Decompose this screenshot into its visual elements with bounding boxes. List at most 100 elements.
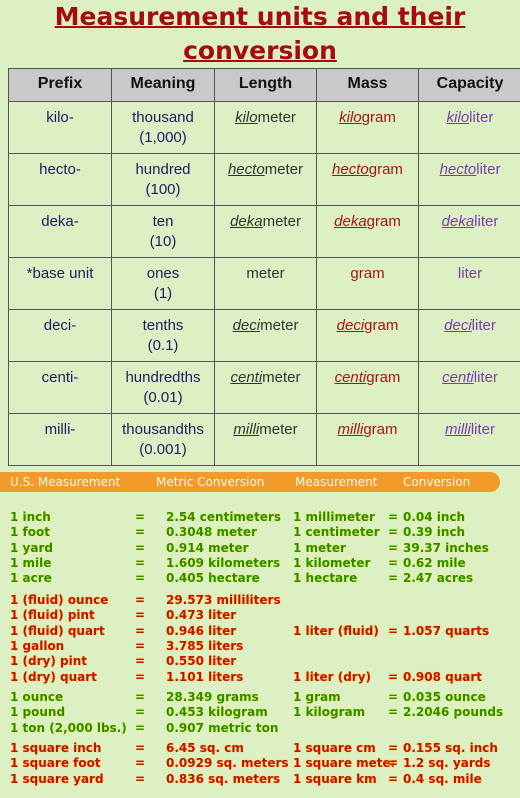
- header-cell: Capacity: [418, 68, 520, 102]
- unit-root: liter: [474, 213, 499, 230]
- conversion-text: =: [135, 705, 146, 720]
- table-cell: dekaliter: [418, 205, 520, 258]
- table-cell: hundred (100): [111, 153, 215, 206]
- table-cell: centi-: [8, 361, 112, 414]
- conversion-text: 0.3048 meter: [166, 525, 257, 540]
- unit-prefix: deka: [230, 213, 263, 230]
- header-cell: Mass: [316, 68, 419, 102]
- cell-line: (1): [153, 285, 173, 302]
- conversion-text: =: [388, 510, 399, 524]
- cell-line: (1,000): [139, 129, 187, 146]
- unit-root: gram: [361, 109, 396, 126]
- conversion-text: =: [388, 555, 399, 570]
- table-cell: kilogram: [316, 101, 419, 154]
- table-cell: centigram: [316, 361, 419, 414]
- conversion-text: 1 hectare: [293, 571, 358, 586]
- conversion-text: =: [135, 771, 146, 786]
- unit-prefix: kilo: [446, 109, 470, 126]
- conversion-text: =: [135, 593, 146, 607]
- unit-root: meter: [257, 109, 296, 126]
- conversion-text: 1.2 sq. yards: [403, 756, 491, 771]
- unit-root: gram: [363, 421, 398, 438]
- table-cell: hecto-: [8, 153, 112, 206]
- unit-prefix: deci: [232, 317, 261, 334]
- cell-text: deci-: [43, 317, 77, 334]
- conversion-text: 1 centimeter: [293, 525, 380, 540]
- conversion-text: =: [135, 525, 146, 540]
- cell-text: centi-: [41, 369, 79, 386]
- unit-prefix: deka: [334, 213, 367, 230]
- conversion-text: =: [135, 638, 146, 653]
- conversion-text: 0.0929 sq. meters: [166, 756, 289, 771]
- table-cell: centimeter: [214, 361, 317, 414]
- conversion-header: Metric Conversion: [156, 475, 265, 489]
- conversion-text: 2.47 acres: [403, 571, 474, 586]
- cell-line: (10): [149, 233, 177, 250]
- conversion-header: Measurement: [295, 475, 378, 489]
- table-cell: milli-: [8, 413, 112, 466]
- conversion-text: =: [135, 756, 146, 771]
- conversion-text: =: [388, 540, 399, 555]
- conversion-text: =: [135, 623, 146, 638]
- conversion-text: =: [135, 540, 146, 555]
- conversion-text: 1 meter: [293, 540, 346, 555]
- unit-prefix: hecto: [227, 161, 265, 178]
- conversion-text: =: [388, 571, 399, 586]
- table-cell: meter: [214, 257, 317, 310]
- conversion-text: 1 square foot: [10, 756, 101, 771]
- header-cell: Meaning: [111, 68, 215, 102]
- cell-line: hundredths: [125, 369, 201, 386]
- cell-line: thousandths: [122, 421, 204, 438]
- cell-line: thousand: [132, 109, 194, 126]
- unit-root: meter: [260, 317, 299, 334]
- conversion-text: =: [388, 669, 399, 684]
- conversion-text: 1.609 kilometers: [166, 555, 281, 570]
- unit-root: meter: [264, 161, 304, 178]
- table-cell: centiliter: [418, 361, 520, 414]
- conversion-text: 0.908 quart: [403, 669, 483, 684]
- table-cell: ten (10): [111, 205, 215, 258]
- conversion-text: 0.907 metric ton: [166, 720, 279, 735]
- conversion-header: Conversion: [403, 475, 471, 489]
- conversion-text: =: [135, 741, 146, 755]
- conversion-text: 0.4 sq. mile: [403, 771, 482, 786]
- conversion-text: 1.057 quarts: [403, 623, 490, 638]
- conversion-text: 1 (fluid) pint: [10, 608, 95, 623]
- unit-prefix: milli: [445, 421, 471, 438]
- unit-root: meter: [262, 213, 301, 230]
- table-cell: hectometer: [214, 153, 317, 206]
- conversion-text: =: [135, 608, 146, 623]
- table-cell: deka-: [8, 205, 112, 258]
- cell-line: ten: [152, 213, 174, 230]
- conversion-text: 1 ton (2,000 lbs.): [10, 720, 127, 735]
- header-cell: Prefix: [8, 68, 112, 102]
- unit-root: liter: [470, 421, 495, 438]
- conversion-text: 1 gallon: [10, 638, 65, 653]
- conversion-text: 0.405 hectare: [166, 571, 260, 586]
- conversion-text: 3.785 liters: [166, 638, 244, 653]
- table-cell: milligram: [316, 413, 419, 466]
- conversion-text: 1 liter (fluid): [293, 623, 379, 638]
- unit-root: liter: [473, 369, 498, 386]
- conversion-text: 1 yard: [10, 540, 53, 555]
- conversion-text: =: [388, 690, 399, 704]
- cell-line: (0.01): [143, 389, 183, 406]
- conversion-text: 29.573 milliliters: [166, 593, 281, 607]
- conversion-text: 1 millimeter: [293, 510, 375, 524]
- conversion-text: 1 foot: [10, 525, 50, 540]
- conversion-text: =: [388, 756, 399, 771]
- conversion-text: 0.473 liter: [166, 608, 237, 623]
- table-cell: deciliter: [418, 309, 520, 362]
- conversion-text: 2.54 centimeters: [166, 510, 282, 524]
- conversion-text: =: [135, 555, 146, 570]
- cell-text: meter: [246, 265, 285, 282]
- conversion-text: 1 liter (dry): [293, 669, 372, 684]
- unit-prefix: milli: [337, 421, 364, 438]
- conversion-text: 0.946 liter: [166, 623, 237, 638]
- title: Measurement units and their conversion: [0, 0, 520, 68]
- cell-text: liter: [457, 265, 483, 282]
- cell-text: hecto-: [39, 161, 81, 178]
- conversion-text: 1 kilogram: [293, 705, 366, 720]
- conversion-text: 1 inch: [10, 510, 51, 524]
